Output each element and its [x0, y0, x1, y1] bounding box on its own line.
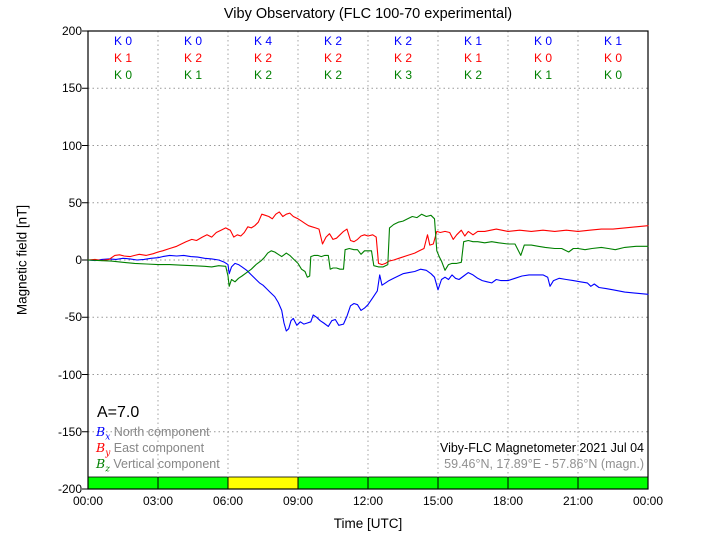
k-index-value: K 0 [533, 34, 552, 48]
y-tick-label: 0 [75, 253, 82, 267]
y-tick-label: 100 [61, 138, 82, 153]
y-axis-label: Magnetic field [nT] [14, 204, 30, 316]
k-index-value: K 1 [603, 34, 622, 48]
k-index-value: K 1 [183, 68, 202, 82]
x-tick-label: 15:00 [422, 494, 454, 508]
legend-item: Bx North component [96, 424, 220, 443]
k-index-value: K 2 [393, 51, 412, 65]
series-line [87, 213, 649, 287]
k-index-value: K 2 [253, 51, 272, 65]
legend-item: Bz Vertical component [96, 456, 220, 475]
legend-label: North component [110, 425, 210, 439]
x-tick-label: 12:00 [352, 494, 384, 508]
activity-bar-segment [227, 476, 299, 490]
y-tick-label: -100 [57, 367, 82, 382]
k-index-value: K 2 [323, 34, 342, 48]
k-index-value: K 0 [183, 34, 202, 48]
x-tick-label: 21:00 [562, 494, 594, 508]
series-line [87, 211, 649, 266]
station-date-line: Viby-FLC Magnetometer 2021 Jul 04 [439, 441, 644, 455]
k-index-value: K 0 [113, 34, 132, 48]
legend-item: By East component [96, 440, 220, 459]
legend-label: East component [110, 441, 205, 455]
x-axis-label: Time [UTC] [333, 516, 403, 531]
k-index-value: K 2 [323, 51, 342, 65]
y-tick-label: 200 [61, 24, 82, 38]
k-index-value: K 2 [253, 68, 272, 82]
a-index-label: A=7.0 [97, 404, 140, 421]
info-box: Viby-FLC Magnetometer 2021 Jul 04 59.46°… [300, 441, 644, 472]
k-index-value: K 2 [463, 68, 482, 82]
x-tick-label: 00:00 [72, 494, 104, 508]
x-tick-label: 03:00 [142, 494, 174, 508]
y-tick-label: -200 [57, 482, 82, 496]
k-index-value: K 1 [463, 34, 482, 48]
k-index-row: K 0 K 1 K 2 K 2 K 3 K 2 K 1 K 0 [88, 67, 648, 84]
activity-bar-segment [297, 476, 649, 490]
x-tick-label: 09:00 [282, 494, 314, 508]
k-index-value: K 1 [533, 68, 552, 82]
k-index-value: K 1 [463, 51, 482, 65]
legend-symbol: Bx [96, 424, 111, 443]
x-tick-label: 18:00 [492, 494, 524, 508]
k-index-value: K 2 [323, 68, 342, 82]
k-index-value: K 2 [393, 34, 412, 48]
k-index-value: K 0 [603, 68, 622, 82]
coordinates-line: 59.46°N, 17.89°E - 57.86°N (magn.) [444, 456, 644, 471]
k-index-value: K 1 [113, 51, 132, 65]
x-tick-label: 00:00 [632, 494, 664, 508]
y-tick-label: -150 [57, 424, 82, 439]
k-index-value: K 0 [603, 51, 622, 65]
y-tick-label: -50 [64, 310, 82, 325]
k-index-value: K 0 [533, 51, 552, 65]
y-tick-label: 150 [61, 81, 82, 96]
chart-title: Viby Observatory (FLC 100-70 experimenta… [223, 6, 513, 22]
series-line [87, 254, 649, 332]
k-index-value: K 4 [253, 34, 272, 48]
legend-symbol: By [96, 440, 111, 459]
k-index-value: K 3 [393, 68, 412, 82]
k-index-row: K 1 K 2 K 2 K 2 K 2 K 1 K 0 K 0 [88, 50, 648, 67]
x-tick-label: 06:00 [212, 494, 244, 508]
legend: Bx North component By East component Bz Ve… [96, 424, 220, 475]
y-tick-label: 50 [68, 195, 82, 210]
legend-symbol: Bz [96, 456, 110, 475]
k-index-value: K 0 [113, 68, 132, 82]
legend-label: Vertical component [109, 457, 220, 471]
k-index-row: K 0 K 0 K 4 K 2 K 2 K 1 K 0 K 1 [88, 33, 648, 50]
k-index-value: K 2 [183, 51, 202, 65]
